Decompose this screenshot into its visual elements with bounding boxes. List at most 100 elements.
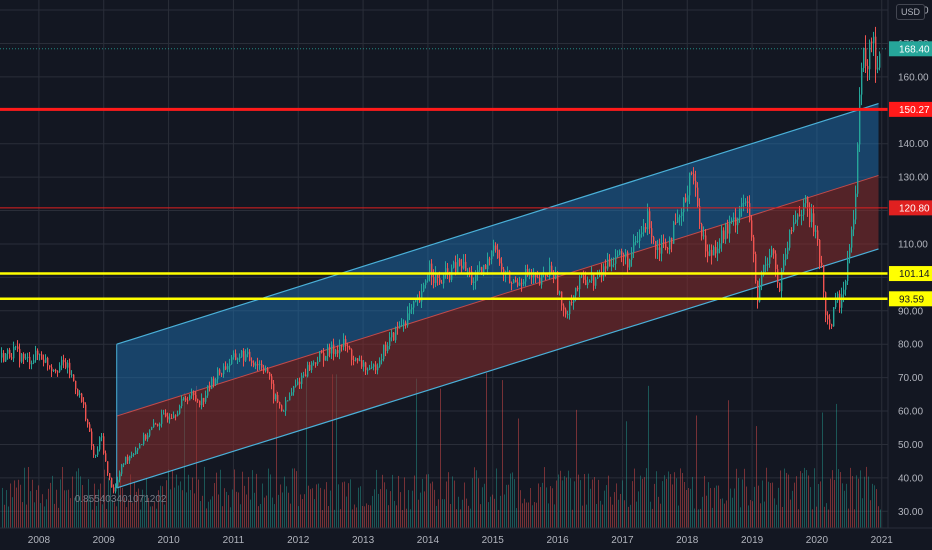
volume-bar [520,490,521,528]
volume-bar [740,507,741,528]
volume-bar [500,495,501,528]
currency-button[interactable]: USD [895,4,925,20]
volume-bar [714,487,715,528]
candle-body [851,229,853,248]
volume-bar [362,505,363,528]
volume-bar [50,482,51,528]
horizontal-levels[interactable] [0,107,888,301]
volume-bar [352,509,353,528]
volume-bar [230,507,231,528]
candle-body [309,364,311,371]
candle-body [725,224,727,240]
candle-body [615,256,617,264]
candle-body [781,270,783,292]
volume-bar [730,488,731,528]
candle-body [435,274,437,283]
candle-body [565,309,567,315]
volume-bar [582,505,583,528]
candle-body [25,357,27,359]
candle-body [367,369,369,371]
candle-body [537,277,539,279]
volume-bar [478,478,479,528]
time-tick-label: 2020 [806,535,829,546]
time-scale[interactable] [0,528,932,550]
volume-bar [344,481,345,528]
volume-bar [108,478,109,528]
candle-body [355,358,357,361]
candlestick-series [1,26,881,494]
candle-body [507,271,509,273]
volume-bar [872,483,873,528]
volume-bar [802,473,803,528]
time-tick-label: 2010 [157,535,180,546]
candle-body [291,392,293,396]
candle-body [859,94,861,145]
volume-bar [664,475,665,528]
candle-body [685,197,687,202]
volume-bar [144,494,145,528]
volume-bar [786,472,787,528]
volume-bar [414,475,415,528]
volume-bar [348,483,349,528]
volume-bar [162,486,163,528]
volume-bar [62,467,63,528]
candle-body [609,259,611,267]
candle-body [845,280,847,290]
candle-body [585,279,587,285]
candle-body [241,350,243,357]
candle-body [17,346,19,349]
volume-bar [292,468,293,528]
volume-bar [756,426,757,528]
candle-body [747,201,749,204]
volume-bar [584,474,585,528]
candle-body [553,271,555,279]
candle-body [213,378,215,385]
candle-body [83,401,85,405]
candle-body [471,271,473,283]
volume-bar [334,509,335,528]
price-scale[interactable] [888,0,932,528]
regression-channel[interactable] [116,103,879,489]
volume-bar [228,495,229,528]
candle-body [77,389,79,396]
candle-body [769,255,771,264]
volume-bar [356,507,357,528]
candle-body [865,48,867,67]
volume-bar [770,482,771,528]
volume-bar [202,495,203,528]
volume-bar [120,472,121,528]
volume-bar [390,491,391,528]
volume-bar [26,504,27,528]
volume-bar [552,488,553,528]
candle-body [513,280,515,284]
volume-bar [726,500,727,528]
candle-body [305,374,307,377]
candle-body [459,259,461,266]
candle-body [689,172,691,196]
volume-bar [762,480,763,528]
volume-bar [364,506,365,528]
volume-bar [674,472,675,528]
volume-bar [304,494,305,528]
candle-body [839,293,841,308]
candle-body [855,193,857,220]
candle-body [11,357,13,359]
price-tick-label: 130.00 [898,173,929,184]
volume-bar [158,490,159,528]
volume-bar [736,468,737,528]
candle-body [321,351,323,353]
candle-body [563,305,565,310]
volume-bar [306,377,307,528]
volume-bar [342,482,343,528]
candle-body [493,245,495,251]
candle-body [681,212,683,217]
candle-body [501,263,503,270]
candle-body [737,217,739,226]
volume-bar [266,495,267,528]
candle-body [829,319,831,325]
candle-body [677,217,679,223]
volume-bar [102,504,103,528]
volume-bar [528,502,529,528]
volume-bar [208,501,209,528]
